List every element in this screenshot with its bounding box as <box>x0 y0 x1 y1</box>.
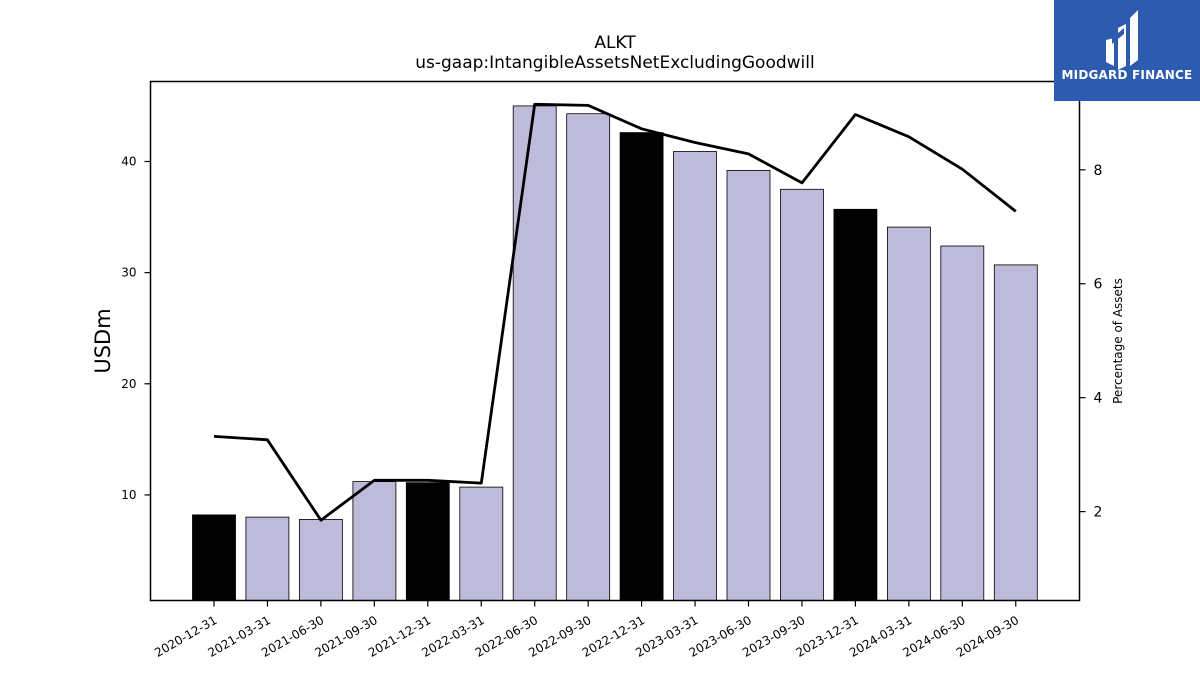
y2-axis-label: Percentage of Assets <box>1111 278 1125 404</box>
bar-2022-03-31 <box>459 486 504 601</box>
bar-2021-03-31 <box>245 516 290 601</box>
x-axis-ticks: 2020-12-312021-03-312021-06-302021-09-30… <box>152 600 1021 660</box>
midgard-logo-icon <box>1106 10 1138 70</box>
percentage-line <box>213 102 1017 522</box>
bar-2022-12-31 <box>619 132 664 601</box>
chart-subtitle: us-gaap:IntangibleAssetsNetExcludingGood… <box>415 53 814 73</box>
bar-2021-09-30 <box>352 481 397 601</box>
y2-tick-label-8: 8 <box>1094 163 1103 179</box>
bar-2021-12-31 <box>405 482 450 601</box>
bar-2023-09-30 <box>780 188 824 601</box>
y-axis-label: USDm <box>91 308 115 373</box>
y-tick-label-20: 20 <box>121 377 136 391</box>
y2-tick-label-6: 6 <box>1094 277 1103 293</box>
y-tick-label-30: 30 <box>121 266 136 280</box>
bar-2023-03-31 <box>673 151 717 601</box>
chart-title: ALKT <box>594 33 636 53</box>
bar-2024-06-30 <box>940 245 985 601</box>
bar-2020-12-31 <box>192 514 236 601</box>
y2-tick-label-4: 4 <box>1094 391 1103 407</box>
y2-tick-label-2: 2 <box>1094 505 1103 521</box>
bar-2024-09-30 <box>993 264 1038 601</box>
y-tick-label-10: 10 <box>121 488 136 502</box>
left-axis-ticks: 10 20 30 40 <box>121 155 151 502</box>
bar-2024-03-31 <box>887 226 931 601</box>
right-axis-ticks: 2 4 6 8 <box>1079 163 1103 521</box>
logo-text: MIDGARD FINANCE <box>1061 68 1193 82</box>
bar-2023-06-30 <box>726 169 771 601</box>
line-layer <box>213 102 1017 522</box>
bar-2021-06-30 <box>298 519 343 601</box>
bar-2022-06-30 <box>512 105 557 601</box>
bars-layer <box>192 105 1038 601</box>
bar-2023-12-31 <box>833 208 878 601</box>
y-tick-label-40: 40 <box>121 155 136 169</box>
bar-2022-09-30 <box>566 113 611 601</box>
plot-frame <box>149 80 1081 602</box>
midgard-finance-logo: MIDGARD FINANCE <box>1054 0 1200 101</box>
